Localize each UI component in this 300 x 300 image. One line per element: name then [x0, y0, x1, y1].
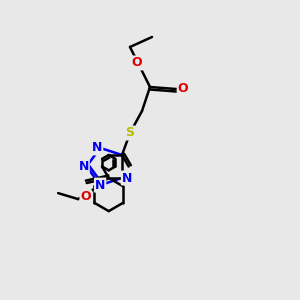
Text: N: N — [122, 172, 132, 184]
Text: N: N — [92, 141, 102, 154]
Text: O: O — [80, 190, 91, 203]
Text: O: O — [132, 56, 142, 70]
Text: O: O — [178, 82, 188, 95]
Text: N: N — [78, 160, 89, 173]
Text: S: S — [125, 127, 134, 140]
Text: N: N — [95, 178, 105, 192]
